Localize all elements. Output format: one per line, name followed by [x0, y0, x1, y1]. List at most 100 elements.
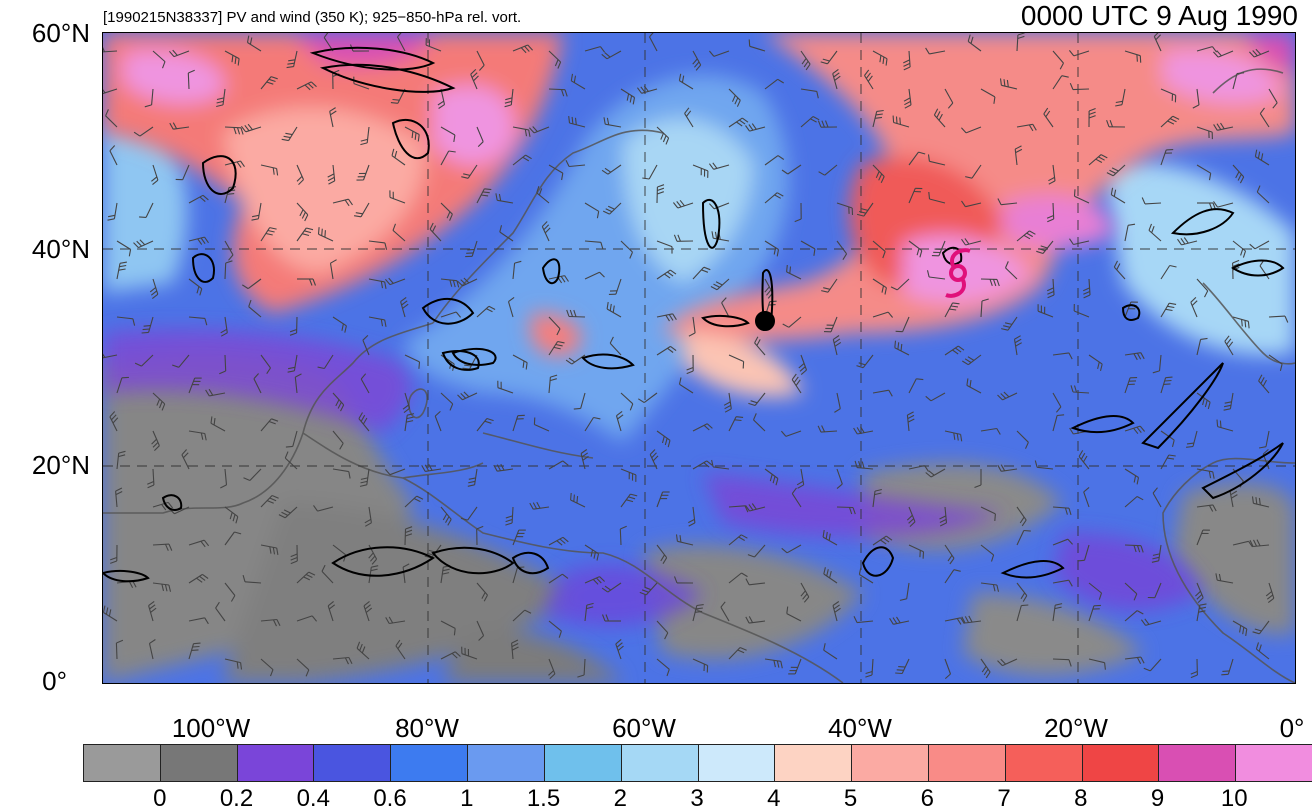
wind-barb [209, 392, 226, 397]
wind-barb-feather [152, 442, 159, 448]
wind-barb-feather [1204, 400, 1208, 408]
wind-barb [656, 345, 671, 356]
wind-barb [512, 567, 518, 584]
wind-barb [786, 544, 802, 554]
wind-barb [548, 164, 564, 174]
wind-barb-feather [748, 39, 751, 47]
wind-barb-feather [1140, 545, 1144, 553]
wind-barb [605, 123, 622, 128]
wind-barb-feather [858, 210, 867, 214]
wind-barb-feather [676, 201, 682, 208]
wind-barb-feather [524, 45, 530, 52]
wind-barb [615, 278, 622, 295]
wind-barb [1149, 658, 1162, 672]
wind-barb [510, 88, 514, 105]
wind-barb-feather [142, 328, 150, 331]
wind-barb-feather [734, 97, 739, 105]
wind-barb [1192, 430, 1198, 447]
wind-barb-feather [947, 554, 953, 562]
wind-barb-feather [741, 117, 749, 123]
wind-barb [360, 378, 370, 394]
wind-barb-feather [486, 308, 493, 313]
wind-barb-feather [242, 574, 246, 582]
wind-barb-feather [969, 380, 972, 388]
wind-barb-feather [775, 478, 779, 486]
wind-barb-feather [272, 619, 277, 627]
wind-barb [288, 126, 298, 141]
wind-barb-feather [1019, 516, 1025, 524]
wind-barb-feather [620, 525, 627, 530]
lat-label-20n: 20°N [31, 450, 90, 480]
wind-barb-feather [764, 286, 770, 293]
wind-barb-feather [251, 218, 259, 221]
wind-barb [980, 300, 983, 318]
wind-barb [1072, 391, 1090, 394]
wind-barb-feather [360, 373, 367, 380]
wind-barb-feather [685, 110, 692, 117]
wind-barb [389, 278, 406, 286]
wind-barb-feather [247, 123, 253, 131]
wind-barb-feather [876, 109, 884, 112]
wind-barb-feather [706, 460, 713, 466]
wind-barb-feather [601, 53, 608, 60]
wind-barb [476, 305, 490, 318]
wind-barb-feather [596, 211, 600, 219]
wind-barb-feather [617, 645, 624, 651]
colorbar-label: 0.4 [296, 785, 330, 810]
wind-barb-feather [708, 163, 715, 170]
wind-barb-feather [449, 213, 453, 221]
wind-barb-feather [939, 518, 947, 523]
wind-barb-feather [118, 268, 126, 271]
wind-barb [1154, 582, 1162, 598]
wind-barb-feather [899, 117, 901, 125]
wind-barb-feather [172, 49, 178, 56]
wind-barb [1196, 278, 1209, 292]
wind-barb [224, 468, 228, 485]
wind-barb [1052, 392, 1062, 408]
wind-barb-feather [1104, 662, 1106, 670]
wind-barb [260, 164, 277, 170]
wind-barb-feather [1257, 151, 1261, 159]
wind-barb-feather [688, 332, 696, 337]
wind-barb-feather [593, 416, 601, 420]
wind-barb-feather [1068, 659, 1072, 667]
wind-barb [822, 536, 838, 546]
wind-barb-feather [606, 117, 610, 125]
wind-barb [656, 430, 671, 441]
wind-barb-feather [925, 47, 930, 55]
wind-barb-feather [822, 58, 830, 62]
wind-barb [584, 417, 594, 432]
wind-barb-feather [119, 261, 127, 264]
wind-barb [908, 544, 924, 553]
wind-barb-feather [918, 151, 926, 155]
wind-barb-feather [208, 388, 214, 396]
wind-barb-feather [204, 318, 208, 326]
wind-barb-feather [305, 574, 313, 578]
wind-barb-feather [672, 202, 679, 209]
wind-barb-feather [447, 519, 452, 526]
wind-barb-feather [340, 404, 345, 412]
wind-barb-feather [112, 417, 119, 424]
wind-barb-feather [1139, 425, 1146, 432]
wind-barb-feather [276, 547, 279, 555]
lon-label-100w: 100°W [171, 713, 251, 743]
wind-barb-feather [745, 504, 750, 512]
wind-barb-feather [216, 104, 224, 108]
wind-barb-feather [939, 522, 947, 527]
wind-barb-feather [800, 369, 807, 376]
wind-barb-feather [1136, 54, 1138, 62]
wind-barb-feather [453, 628, 456, 636]
wind-barb-feather [833, 72, 840, 78]
wind-barb-feather [240, 127, 244, 135]
wind-barb-feather [1195, 590, 1201, 597]
wind-barb [1121, 88, 1126, 105]
wind-barb-feather [640, 86, 646, 93]
wind-barb [1007, 316, 1018, 331]
wind-barb-feather [432, 225, 437, 233]
wind-barb-feather [1088, 107, 1096, 112]
wind-barb-feather [107, 218, 115, 221]
wind-barb-feather [484, 420, 492, 424]
wind-barb [1083, 544, 1090, 561]
wind-barb [908, 378, 917, 394]
wind-barb [720, 606, 730, 622]
